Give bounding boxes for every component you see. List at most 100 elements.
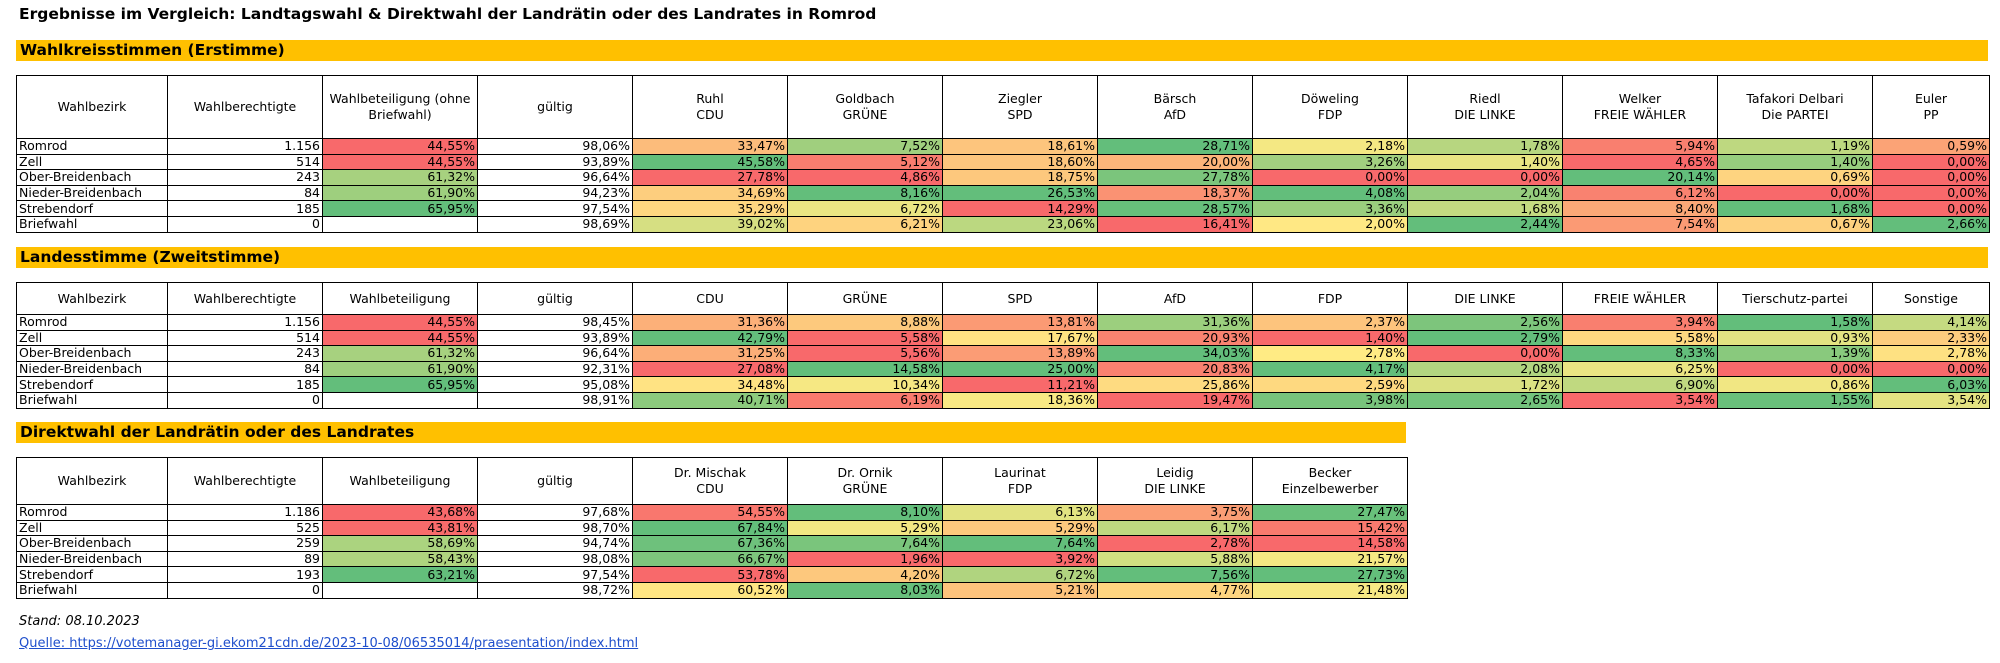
value-cell-goldbach: 8,16% (787, 184, 943, 202)
value-cell-cdu: 31,36% (632, 314, 788, 331)
column-header-goldbach: Goldbach GRÜNE (787, 75, 943, 139)
value-cell-tafakori-delbari: 0,00% (1717, 184, 1873, 202)
value-cell-riedl: 0,00% (1407, 169, 1563, 186)
results-table: Wahlbezirk Wahlberechtigte Wahlbeteiligung… (16, 75, 1990, 233)
value-cell-wahlberechtigte: 193 (167, 566, 323, 583)
value-cell-gueltig: 94,74% (477, 535, 633, 552)
district-name-cell: Nieder-Breidenbach (16, 550, 168, 568)
value-cell-gueltig: 98,72% (477, 581, 633, 599)
district-name-cell: Briefwahl (16, 581, 168, 599)
value-cell-spd: 18,36% (942, 391, 1098, 409)
value-cell-cdu: 42,79% (632, 329, 788, 347)
value-cell-dr-mischak: 66,67% (632, 550, 788, 568)
column-header-line1: GRÜNE (842, 290, 888, 306)
value-cell-die-linke: 2,56% (1407, 314, 1563, 331)
column-header-line2: SPD (1007, 107, 1033, 122)
value-cell-dr-mischak: 67,84% (632, 519, 788, 537)
value-cell-sonstige: 6,03% (1872, 376, 1990, 393)
column-header-wahlbezirk: Wahlbezirk (16, 457, 168, 505)
value-cell-leidig: 3,75% (1097, 504, 1253, 521)
value-cell-wahlberechtigte: 514 (167, 329, 323, 347)
value-cell-afd: 34,03% (1097, 345, 1253, 362)
value-cell-goldbach: 4,86% (787, 169, 943, 186)
value-cell-spd: 17,67% (942, 329, 1098, 347)
table-row: Strebendorf 193 63,21% 97,54% 53,78% 4,20% 6,7… (16, 566, 1408, 583)
district-name-cell: Strebendorf (16, 200, 168, 217)
column-header-line1: Sonstige (1903, 290, 1959, 306)
value-cell-baersch: 18,37% (1097, 184, 1253, 202)
value-cell-gueltig: 97,68% (477, 504, 633, 521)
value-cell-tafakori-delbari: 1,68% (1717, 200, 1873, 217)
value-cell-welker: 20,14% (1562, 169, 1718, 186)
value-cell-spd: 11,21% (942, 376, 1098, 393)
value-cell-ruhl: 27,78% (632, 169, 788, 186)
column-header-line2: DIE LINKE (1454, 107, 1516, 122)
section-header: Direktwahl der Landrätin oder des Landra… (16, 422, 1406, 443)
value-cell-freie-waehler: 6,90% (1562, 376, 1718, 393)
column-header-sonstige: Sonstige (1872, 282, 1990, 315)
value-cell-leidig: 7,56% (1097, 566, 1253, 583)
value-cell-gueltig: 97,54% (477, 566, 633, 583)
value-cell-sonstige: 3,54% (1872, 391, 1990, 409)
value-cell-wahlberechtigte: 0 (167, 215, 323, 233)
value-cell-riedl: 2,44% (1407, 215, 1563, 233)
column-header-freie-waehler: FREIE WÄHLER (1562, 282, 1718, 315)
column-header-line2: FREIE WÄHLER (1593, 107, 1687, 122)
value-cell-ziegler: 18,75% (942, 169, 1098, 186)
district-name-cell: Briefwahl (16, 391, 168, 409)
value-cell-freie-waehler: 5,58% (1562, 329, 1718, 347)
value-cell-becker: 21,57% (1252, 550, 1408, 568)
value-cell-sonstige: 2,33% (1872, 329, 1990, 347)
table-row: Romrod 1.186 43,68% 97,68% 54,55% 8,10% 6,13% 3… (16, 504, 1408, 521)
source-link[interactable]: Quelle: https://votemanager-gi.ekom21cdn… (19, 636, 639, 651)
value-cell-wahlberechtigte: 1.156 (167, 314, 323, 331)
district-name-cell: Zell (16, 153, 168, 171)
column-header-dr-ornik: Dr. Ornik GRÜNE (787, 457, 943, 505)
value-cell-gruene: 8,88% (787, 314, 943, 331)
value-cell-wahlberechtigte: 243 (167, 169, 323, 186)
value-cell-dr-ornik: 4,20% (787, 566, 943, 583)
value-cell-freie-waehler: 3,54% (1562, 391, 1718, 409)
value-cell-euler: 2,66% (1872, 215, 1990, 233)
stand-date: Stand: 08.10.2023 (19, 614, 140, 629)
column-header-wahlberechtigte: Wahlberechtigte (167, 282, 323, 315)
column-header-line1: Döweling (1301, 91, 1359, 106)
value-cell-gueltig: 96,64% (477, 169, 633, 186)
column-header-line1: Goldbach (835, 91, 895, 106)
value-cell-doeweling: 4,08% (1252, 184, 1408, 202)
column-header-gruene: GRÜNE (787, 282, 943, 315)
value-cell-gueltig: 96,64% (477, 345, 633, 362)
column-header-tafakori-delbari: Tafakori Delbari Die PARTEI (1717, 75, 1873, 139)
value-cell-freie-waehler: 3,94% (1562, 314, 1718, 331)
value-cell-wahlbeteiligung: 61,32% (322, 345, 478, 362)
column-header-riedl: Riedl DIE LINKE (1407, 75, 1563, 139)
column-header-line1: DIE LINKE (1454, 290, 1516, 306)
table-row: Strebendorf 185 65,95% 97,54% 35,29% 6,72% 14,… (16, 200, 1990, 217)
district-name-cell: Strebendorf (16, 566, 168, 583)
column-header-line2: FDP (1007, 481, 1033, 496)
value-cell-riedl: 1,40% (1407, 153, 1563, 171)
column-header-line2: GRÜNE (842, 481, 888, 496)
value-cell-ruhl: 39,02% (632, 215, 788, 233)
value-cell-die-linke: 0,00% (1407, 345, 1563, 362)
column-header-ruhl: Ruhl CDU (632, 75, 788, 139)
column-header-line1: Becker (1308, 465, 1352, 480)
column-header-line2: Einzelbewerber (1281, 481, 1379, 496)
column-header-line1: Bärsch (1153, 91, 1197, 106)
value-cell-afd: 20,83% (1097, 360, 1253, 378)
value-cell-fdp: 2,37% (1252, 314, 1408, 331)
table-row: Romrod 1.156 44,55% 98,06% 33,47% 7,52% 18,61%… (16, 138, 1990, 155)
value-cell-wahlberechtigte: 185 (167, 200, 323, 217)
column-header-line1: Wahlbeteiligung (ohne (329, 91, 471, 106)
value-cell-gueltig: 98,06% (477, 138, 633, 155)
value-cell-gueltig: 93,89% (477, 329, 633, 347)
value-cell-gruene: 14,58% (787, 360, 943, 378)
value-cell-baersch: 20,00% (1097, 153, 1253, 171)
value-cell-gruene: 5,58% (787, 329, 943, 347)
value-cell-ziegler: 18,61% (942, 138, 1098, 155)
value-cell-euler: 0,59% (1872, 138, 1990, 155)
column-header-line1: Leidig (1156, 465, 1194, 480)
value-cell-dr-mischak: 60,52% (632, 581, 788, 599)
district-name-cell: Romrod (16, 138, 168, 155)
district-name-cell: Romrod (16, 504, 168, 521)
